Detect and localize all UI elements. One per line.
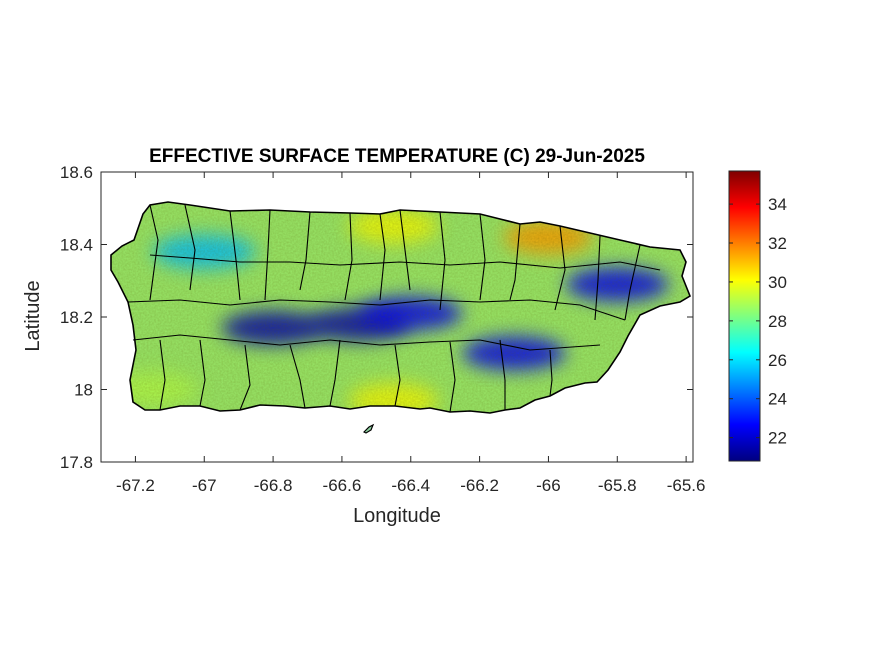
municipality-boundary bbox=[229, 210, 241, 301]
municipality-boundary bbox=[554, 225, 566, 311]
y-tick-label: 18.6 bbox=[60, 163, 93, 182]
x-tick-label: -67 bbox=[192, 476, 217, 495]
municipality-boundary bbox=[344, 212, 353, 301]
colorbar: 22 24 26 28 30 32 34 bbox=[728, 170, 787, 462]
x-axis-label: Longitude bbox=[353, 505, 441, 527]
colorbar-tick-label: 28 bbox=[768, 312, 787, 331]
municipality-boundary bbox=[439, 211, 446, 311]
colorbar-gradient bbox=[728, 170, 761, 462]
chart-title: EFFECTIVE SURFACE TEMPERATURE (C) 29-Jun… bbox=[149, 146, 645, 167]
colorbar-tick-label: 26 bbox=[768, 351, 787, 370]
municipality-boundary bbox=[239, 344, 251, 411]
y-tick-label: 18.2 bbox=[60, 308, 93, 327]
x-tick-label: -67.2 bbox=[116, 476, 155, 495]
temperature-texture bbox=[111, 202, 690, 413]
municipality-boundary bbox=[379, 213, 386, 301]
municipality-boundary bbox=[329, 339, 341, 407]
colorbar-tick-label: 30 bbox=[768, 273, 787, 292]
map-layer bbox=[110, 201, 691, 434]
x-tick-label: -66 bbox=[536, 476, 561, 495]
municipality-boundary bbox=[549, 349, 553, 397]
municipality-boundary bbox=[159, 339, 166, 411]
municipality-boundary bbox=[509, 223, 521, 301]
municipality-boundary bbox=[499, 339, 506, 410]
municipality-boundary bbox=[184, 204, 196, 291]
municipality-boundary bbox=[199, 339, 206, 407]
colorbar-tick-label: 24 bbox=[768, 390, 787, 409]
x-axis: -67.2 -67 -66.8 -66.6 -66.4 -66.2 -66 -65.8 -65.… bbox=[116, 172, 705, 495]
y-tick-label: 18.4 bbox=[60, 236, 93, 255]
municipality-boundary bbox=[264, 209, 271, 301]
x-tick-label: -66.4 bbox=[391, 476, 430, 495]
municipality-boundary bbox=[127, 299, 626, 321]
island-coastline bbox=[110, 201, 691, 414]
municipality-boundaries bbox=[127, 204, 661, 413]
municipality-boundary bbox=[149, 254, 661, 271]
x-tick-label: -65.6 bbox=[667, 476, 706, 495]
colorbar-tick-label: 32 bbox=[768, 234, 787, 253]
colorbar-ticks: 22 24 26 28 30 32 34 bbox=[729, 195, 787, 448]
x-tick-label: -66.2 bbox=[460, 476, 499, 495]
municipality-boundary bbox=[399, 209, 411, 291]
colorbar-tick-label: 34 bbox=[768, 195, 787, 214]
municipality-boundary bbox=[449, 341, 456, 413]
temperature-field bbox=[111, 202, 690, 413]
x-tick-label: -66.8 bbox=[254, 476, 293, 495]
y-axis-label: Latitude bbox=[22, 280, 44, 351]
municipality-boundary bbox=[132, 334, 601, 351]
municipality-boundary bbox=[149, 204, 159, 301]
colorbar-tick-label: 22 bbox=[768, 429, 787, 448]
municipality-boundary bbox=[289, 344, 306, 409]
x-tick-label: -65.8 bbox=[598, 476, 637, 495]
y-axis: 17.8 18 18.2 18.4 18.6 bbox=[60, 163, 693, 472]
y-tick-label: 17.8 bbox=[60, 453, 93, 472]
municipality-boundary bbox=[594, 235, 601, 321]
municipality-boundary bbox=[299, 211, 311, 291]
municipality-boundary bbox=[479, 213, 486, 301]
municipality-boundary bbox=[394, 344, 401, 407]
municipality-boundary bbox=[624, 244, 641, 321]
x-tick-label: -66.6 bbox=[323, 476, 362, 495]
caja-de-muertos-island bbox=[362, 423, 375, 434]
y-tick-label: 18 bbox=[74, 381, 93, 400]
